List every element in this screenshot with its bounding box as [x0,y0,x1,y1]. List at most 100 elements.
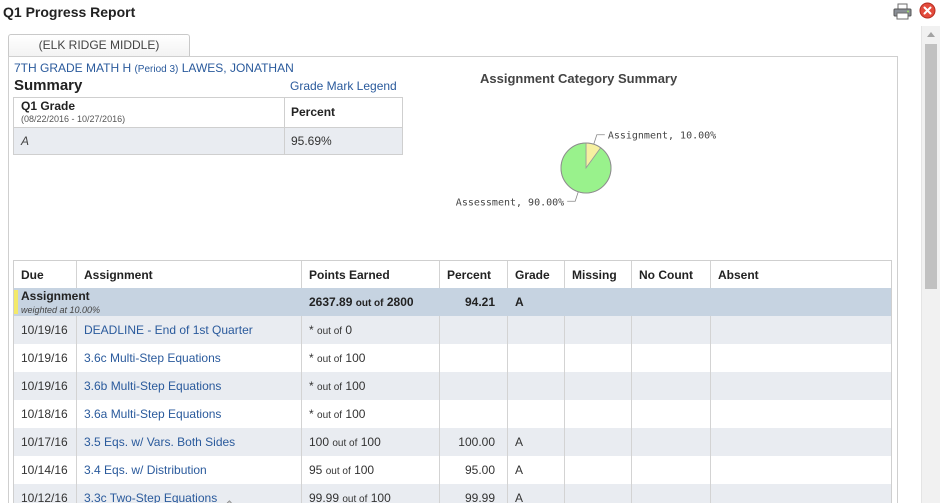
table-row: 10/19/16 3.6c Multi-Step Equations * out… [14,344,891,372]
row-out-of: out of [332,438,358,449]
row-points: 95 out of 100 [302,456,440,484]
course-header: 7TH GRADE MATH H (Period 3) LAWES, JONAT… [14,61,294,75]
pie-label: Assessment, 90.00% [456,197,564,208]
table-row: 10/19/16 DEADLINE - End of 1st Quarter *… [14,316,891,344]
window-title: Q1 Progress Report [3,4,136,20]
category-pie-chart: Assignment, 10.00% Assessment, 90.00% [456,131,716,209]
category-grade: A [508,288,565,316]
assignment-link[interactable]: DEADLINE - End of 1st Quarter [77,316,302,344]
row-missing [565,400,632,428]
row-out-of: out of [325,466,351,477]
row-grade [508,400,565,428]
row-absent [711,400,891,428]
row-missing [565,456,632,484]
category-absent [711,288,891,316]
col-header-no-count[interactable]: No Count [632,261,711,289]
summary-heading: Summary [14,77,83,94]
assignment-link[interactable]: 3.6a Multi-Step Equations [77,400,302,428]
row-possible: 100 [345,379,366,393]
row-absent [711,484,891,503]
table-row: 10/17/16 3.5 Eqs. w/ Vars. Both Sides 10… [14,428,891,456]
summary-percent-header: Percent [285,98,402,128]
col-header-points[interactable]: Points Earned [302,261,440,289]
row-points: 99.99 out of 100 [302,484,440,503]
category-earned: 2637.89 [309,295,353,309]
row-due: 10/14/16 [14,456,77,484]
assignment-link[interactable]: 3.4 Eqs. w/ Distribution [77,456,302,484]
assignment-link[interactable]: 3.3c Two-Step Equations [84,491,218,503]
col-header-grade[interactable]: Grade [508,261,565,289]
row-missing [565,316,632,344]
scrollbar-thumb[interactable] [925,44,937,289]
row-out-of: out of [317,354,343,365]
row-percent [440,400,508,428]
row-points: * out of 100 [302,372,440,400]
col-header-assignment[interactable]: Assignment [77,261,302,289]
summary-grade-header: Q1 Grade (08/22/2016 - 10/27/2016) [14,98,285,128]
pie-leader-line [567,191,579,202]
row-percent: 100.00 [440,428,508,456]
row-nocount [632,400,711,428]
pencil-icon[interactable] [221,493,233,503]
table-header-row: Due Assignment Points Earned Percent Gra… [14,261,891,289]
teacher-link[interactable]: LAWES, JONATHAN [181,61,294,75]
row-grade [508,316,565,344]
category-row: Assignment weighted at 10.00% 2637.89 ou… [14,288,891,316]
row-grade: A [508,484,565,503]
printer-icon[interactable] [893,3,912,20]
course-period: (Period 3) [134,64,179,75]
category-nocount [632,288,711,316]
row-due: 10/18/16 [14,400,77,428]
assignment-link[interactable]: 3.6c Multi-Step Equations [77,344,302,372]
row-possible: 100 [354,463,375,477]
row-points: * out of 100 [302,400,440,428]
assignment-link[interactable]: 3.5 Eqs. w/ Vars. Both Sides [77,428,302,456]
title-bar: Q1 Progress Report [0,0,940,26]
col-header-missing[interactable]: Missing [565,261,632,289]
col-header-due[interactable]: Due [14,261,77,289]
row-percent [440,316,508,344]
row-missing [565,344,632,372]
assignment-link[interactable]: 3.6b Multi-Step Equations [77,372,302,400]
row-absent [711,372,891,400]
table-row: 10/19/16 3.6b Multi-Step Equations * out… [14,372,891,400]
grade-mark-legend-link[interactable]: Grade Mark Legend [290,79,397,93]
row-possible: 0 [345,323,353,337]
col-header-absent[interactable]: Absent [718,268,759,282]
table-row: 10/12/16 3.3c Two-Step Equations 99.99 o… [14,484,891,503]
category-name: Assignment [21,289,90,303]
course-name-link[interactable]: 7TH GRADE MATH H [14,61,132,75]
row-absent [711,428,891,456]
category-weight: weighted at 10.00% [21,305,101,315]
vertical-scrollbar[interactable] [921,26,940,503]
row-earned: * [309,407,314,421]
row-due: 10/19/16 [14,316,77,344]
summary-table: Q1 Grade (08/22/2016 - 10/27/2016) Perce… [13,97,403,155]
row-nocount [632,456,711,484]
row-out-of: out of [317,326,343,337]
row-nocount [632,316,711,344]
row-percent: 99.99 [440,484,508,503]
row-out-of: out of [317,382,343,393]
row-grade [508,344,565,372]
pie-label: Assignment, 10.00% [608,131,716,142]
pie-leader-line [593,134,605,145]
tab-school[interactable]: (ELK RIDGE MIDDLE) [8,34,190,57]
row-absent [711,316,891,344]
row-absent [711,456,891,484]
col-header-percent[interactable]: Percent [440,261,508,289]
category-possible: 2800 [386,295,414,309]
row-earned: * [309,379,314,393]
q1-date-range: (08/22/2016 - 10/27/2016) [21,114,126,124]
row-possible: 100 [345,351,366,365]
close-icon[interactable] [919,2,936,19]
row-points: * out of 100 [302,344,440,372]
scroll-up-arrow-icon[interactable] [922,26,940,42]
summary-grade-value: A [14,128,285,154]
q1-grade-label: Q1 Grade [21,99,76,113]
row-percent [440,344,508,372]
row-missing [565,428,632,456]
summary-percent-value: 95.69% [285,128,402,154]
row-nocount [632,484,711,503]
row-missing [565,372,632,400]
